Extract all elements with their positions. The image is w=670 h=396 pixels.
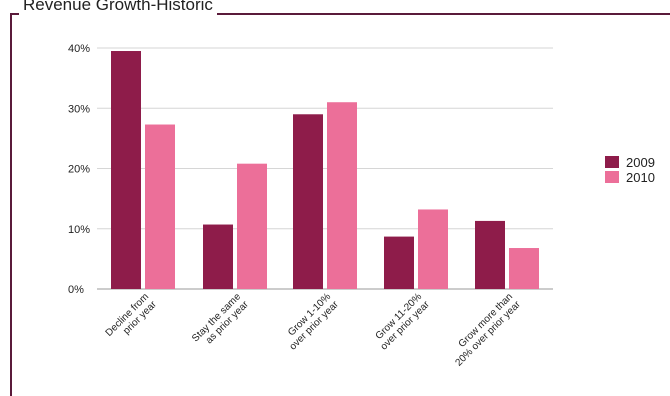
y-tick-label: 20% (68, 164, 90, 176)
legend-swatch-2010 (605, 171, 619, 183)
y-tick-label: 0% (68, 284, 84, 296)
bar-2009-2 (293, 114, 323, 290)
legend-label-2009: 2009 (626, 155, 655, 170)
bar-2009-4 (475, 220, 505, 289)
bar-2009-3 (384, 236, 414, 289)
bar-2010-4 (509, 248, 539, 289)
bar-2010-1 (237, 163, 267, 289)
bar-2009-1 (203, 224, 233, 289)
legend-swatch-2009 (605, 156, 619, 168)
category-label: Grow 11-20%over prior year (374, 291, 433, 352)
bar-2010-3 (418, 209, 448, 289)
category-label: Grow 1-10%over prior year (286, 291, 341, 352)
frame-border (10, 13, 670, 396)
bar-2009-0 (111, 51, 141, 290)
chart-title: Revenue Growth-Historic (19, 0, 217, 16)
y-tick-label: 40% (68, 43, 90, 55)
legend-label-2010: 2010 (626, 170, 655, 185)
bar-2010-2 (327, 102, 357, 289)
bar-2010-0 (145, 124, 175, 289)
y-tick-label: 10% (68, 224, 90, 236)
y-tick-label: 30% (68, 103, 90, 115)
